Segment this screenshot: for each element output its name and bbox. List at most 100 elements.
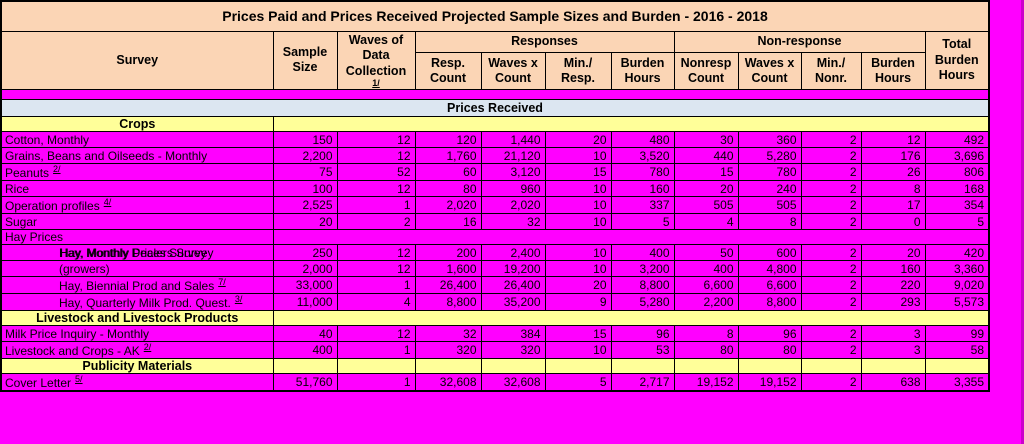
survey-name-cell: Hay, Monthly Dealers Survey Hay, Monthly …	[0, 244, 274, 262]
sample-size-cell: 40	[272, 325, 338, 343]
col-group-nonresponse: Non-response	[673, 30, 926, 54]
survey-name-cell: Operation profiles 4/	[0, 196, 274, 215]
total-burden-hours-cell: 3,355	[924, 373, 990, 392]
section-header-row: Publicity Materials	[0, 358, 990, 375]
min-per-nonr-cell: 2	[800, 276, 862, 295]
min-per-nonr-cell: 2	[800, 213, 862, 231]
resp-waves-x-count-cell: 32,608	[480, 373, 546, 392]
header-row-groups: Survey Sample Size Waves of Data Collect…	[0, 30, 990, 91]
table-row: Livestock and Crops - AK 2/400 1 320 320 10 53…	[0, 341, 990, 360]
nonresp-count-cell: 50	[673, 244, 739, 262]
resp-count-cell: 16	[414, 213, 482, 231]
sample-size-cell: 2,200	[272, 147, 338, 165]
table-row: Peanuts 2/75 52 60 3,120 15 780 15 780 2 26 806	[0, 163, 990, 182]
min-per-resp-cell: 10	[544, 147, 612, 165]
nonresp-count-cell: 400	[673, 260, 739, 278]
resp-burden-hours-cell: 3,200	[610, 260, 675, 278]
total-burden-hours-cell: 5,573	[924, 293, 990, 312]
footnote-marker: 2/	[143, 342, 152, 353]
resp-count-cell: 32	[414, 325, 482, 343]
empty-cell	[737, 358, 802, 375]
survey-name-cell: Livestock and Crops - AK 2/	[0, 341, 274, 360]
min-per-resp-cell: 5	[544, 373, 612, 392]
empty-cell	[480, 358, 546, 375]
table-row: Cover Letter 5/51,760 1 32,608 32,608 5 2,717 1…	[0, 373, 990, 392]
resp-waves-x-count-cell: 26,400	[480, 276, 546, 295]
resp-count-cell: 80	[414, 180, 482, 198]
resp-count-cell: 2,020	[414, 196, 482, 215]
survey-name-label: Operation profiles	[5, 199, 100, 214]
resp-burden-hours-cell: 53	[610, 341, 675, 360]
min-per-resp-cell: 20	[544, 131, 612, 149]
empty-cell	[272, 358, 338, 375]
table-row: Hay, Quarterly Milk Prod. Quest. 3/11,000…	[0, 293, 990, 312]
sample-size-cell: 33,000	[272, 276, 338, 295]
nonresp-count-cell: 440	[673, 147, 739, 165]
nonresp-count-cell: 8	[673, 325, 739, 343]
waves-cell: 12	[336, 131, 416, 149]
empty-cell	[272, 310, 990, 327]
resp-count-cell: 60	[414, 163, 482, 182]
empty-cell	[414, 358, 482, 375]
survey-name-cell: Cover Letter 5/	[0, 373, 274, 392]
min-per-nonr-cell: 2	[800, 373, 862, 392]
resp-burden-hours-cell: 8,800	[610, 276, 675, 295]
empty-cell	[272, 229, 990, 246]
min-per-nonr-cell: 2	[800, 163, 862, 182]
nonresp-burden-hours-cell: 17	[860, 196, 926, 215]
section-header-row: Crops	[0, 116, 990, 133]
col-header-total-burden: Total Burden Hours	[924, 30, 990, 91]
survey-name-label: Livestock and Crops - AK	[5, 344, 140, 359]
sample-size-cell: 250	[272, 244, 338, 262]
nonresp-burden-hours-cell: 160	[860, 260, 926, 278]
footnote-marker: 7/	[218, 277, 226, 288]
nonresp-waves-x-count-cell: 4,800	[737, 260, 802, 278]
resp-burden-hours-cell: 5,280	[610, 293, 675, 312]
spacer-cell	[0, 89, 990, 101]
resp-burden-hours-cell: 400	[610, 244, 675, 262]
survey-name-label: (growers)	[59, 261, 110, 276]
nonresp-burden-hours-cell: 293	[860, 293, 926, 312]
min-per-nonr-cell: 2	[800, 147, 862, 165]
resp-count-cell: 32,608	[414, 373, 482, 392]
survey-name-cell: Cotton, Monthly	[0, 131, 274, 149]
col-header-resp-waves-x-count: Waves x Count	[480, 52, 546, 91]
section-label: Publicity Materials	[0, 358, 274, 375]
waves-cell: 12	[336, 260, 416, 278]
total-burden-hours-cell: 9,020	[924, 276, 990, 295]
page-title: Prices Paid and Prices Received Projecte…	[0, 0, 990, 32]
resp-count-cell: 8,800	[414, 293, 482, 312]
nonresp-count-cell: 20	[673, 180, 739, 198]
min-per-resp-cell: 9	[544, 293, 612, 312]
resp-count-cell: 120	[414, 131, 482, 149]
total-burden-hours-cell: 3,360	[924, 260, 990, 278]
nonresp-waves-x-count-cell: 5,280	[737, 147, 802, 165]
resp-burden-hours-cell: 5	[610, 213, 675, 231]
resp-burden-hours-cell: 160	[610, 180, 675, 198]
section-label: Crops	[0, 116, 274, 133]
table-row: Grains, Beans and Oilseeds - Monthly 2,20…	[0, 147, 990, 165]
nonresp-waves-x-count-cell: 780	[737, 163, 802, 182]
total-burden-hours-cell: 3,696	[924, 147, 990, 165]
nonresp-burden-hours-cell: 0	[860, 213, 926, 231]
resp-waves-x-count-cell: 2,400	[480, 244, 546, 262]
total-burden-hours-cell: 58	[924, 341, 990, 360]
nonresp-count-cell: 2,200	[673, 293, 739, 312]
waves-cell: 12	[336, 180, 416, 198]
sample-size-cell: 400	[272, 341, 338, 360]
survey-name-label: Hay, Monthly Dealers Survey	[59, 245, 214, 260]
col-header-nonresp-burden-hours: Burden Hours	[860, 52, 926, 91]
table-row: Milk Price Inquiry - Monthly 40 12 32 384 15 9…	[0, 325, 990, 343]
nonresp-burden-hours-cell: 3	[860, 341, 926, 360]
resp-count-cell: 320	[414, 341, 482, 360]
waves-cell: 12	[336, 325, 416, 343]
footnote-marker: 3/	[234, 294, 243, 305]
sample-size-cell: 2,525	[272, 196, 338, 215]
min-per-resp-cell: 10	[544, 213, 612, 231]
empty-cell	[272, 116, 990, 133]
min-per-resp-cell: 10	[544, 260, 612, 278]
survey-name-label: Peanuts	[5, 166, 50, 181]
resp-burden-hours-cell: 3,520	[610, 147, 675, 165]
resp-burden-hours-cell: 780	[610, 163, 675, 182]
